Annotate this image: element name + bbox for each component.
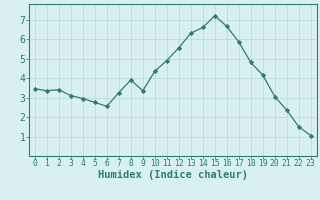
X-axis label: Humidex (Indice chaleur): Humidex (Indice chaleur) (98, 170, 248, 180)
